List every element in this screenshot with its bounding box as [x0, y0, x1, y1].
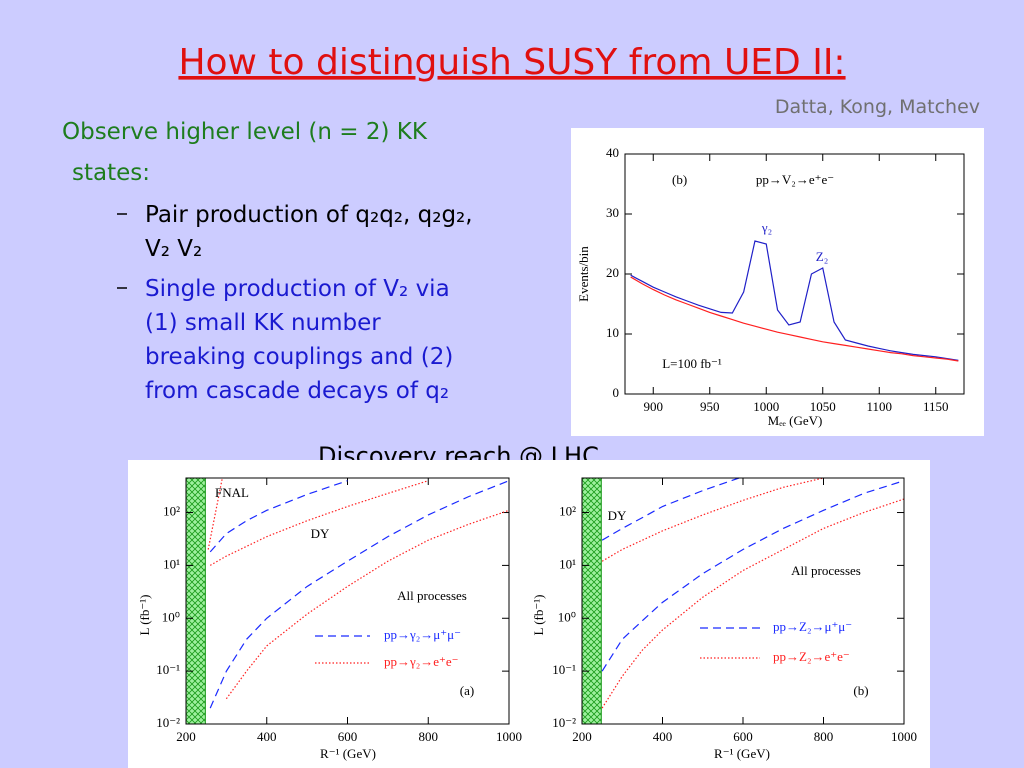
x-tick-label: 200: [572, 729, 592, 744]
annotation: All processes: [397, 588, 467, 603]
x-tick-label: 600: [733, 729, 753, 744]
y-tick-label: 10²: [559, 504, 576, 519]
y-tick-label: 10⁻²: [156, 715, 180, 730]
sub-bullet-text: Single production of V₂ via: [145, 276, 450, 302]
x-tick-label: 1050: [810, 399, 836, 414]
y-tick-label: 0: [613, 385, 620, 400]
sub-bullet-text: V₂ V₂: [145, 236, 202, 262]
y-tick-label: 10⁰: [162, 609, 180, 624]
x-axis-label: R⁻¹ (GeV): [320, 746, 376, 761]
sub-bullet-text: from cascade decays of q₂: [145, 378, 449, 404]
excluded-region: [185, 477, 206, 725]
x-axis-label: R⁻¹ (GeV): [714, 746, 770, 761]
y-tick-label: 10⁻²: [552, 715, 576, 730]
legend-label: pp→Z₂→e⁺e⁻: [773, 649, 850, 664]
y-tick-label: 10⁰: [558, 609, 576, 624]
annotation: pp→V₂→e⁺e⁻: [756, 172, 834, 187]
sub-bullet-text: (1) small KK number: [145, 310, 381, 336]
x-tick-label: 900: [644, 399, 664, 414]
series-line: [630, 276, 959, 362]
series-line: [630, 240, 959, 361]
plots: 900 950 1000 1050 1100 1150 0 10 20 30 40 Mₑₑ (GeV)…: [137, 145, 965, 761]
bullet-text: states:: [72, 160, 150, 186]
y-tick-label: 10¹: [163, 556, 180, 571]
annotation: FNAL: [215, 485, 249, 500]
annotation: (a): [460, 683, 474, 698]
y-tick-label: 10⁻¹: [552, 662, 576, 677]
annotation: Z₂: [816, 249, 828, 264]
credit: Datta, Kong, Matchev: [775, 96, 980, 118]
y-axis-label: Events/bin: [576, 246, 591, 302]
y-tick-label: 20: [606, 265, 619, 280]
series-line: [601, 480, 905, 672]
sub-bullet-text: breaking couplings and (2): [145, 344, 453, 370]
series-line: [209, 480, 348, 553]
x-tick-label: 1000: [891, 729, 917, 744]
x-tick-label: 1150: [923, 399, 949, 414]
x-tick-label: 800: [419, 729, 439, 744]
y-tick-label: 10: [606, 325, 619, 340]
series-line: [207, 477, 223, 550]
annotation: (b): [853, 683, 868, 698]
legend-label: pp→Z₂→μ⁺μ⁻: [773, 619, 852, 634]
y-tick-label: 30: [606, 205, 619, 220]
y-tick-label: 10⁻¹: [156, 662, 180, 677]
plot-frame: [581, 477, 905, 725]
y-tick-label: 10¹: [559, 556, 576, 571]
x-tick-label: 1000: [496, 729, 522, 744]
legend-label: pp→γ₂→e⁺e⁻: [384, 654, 459, 669]
x-tick-label: 400: [653, 729, 673, 744]
x-tick-label: 950: [700, 399, 720, 414]
x-tick-label: 1000: [753, 399, 779, 414]
series-line: [209, 480, 510, 709]
x-axis-label: Mₑₑ (GeV): [768, 413, 823, 428]
y-axis-label: L (fb⁻¹): [531, 595, 546, 636]
x-tick-label: 200: [176, 729, 196, 744]
plot-frame: [624, 153, 965, 395]
series-line: [601, 477, 740, 541]
annotation: (b): [672, 172, 687, 187]
y-axis-label: L (fb⁻¹): [137, 595, 152, 636]
slide-title: How to distinguish SUSY from UED II:: [178, 42, 845, 83]
figure-panel: [128, 460, 930, 768]
annotation: All processes: [791, 563, 861, 578]
excluded-region: [581, 477, 602, 725]
annotation: DY: [311, 526, 330, 541]
annotation: DY: [608, 508, 627, 523]
series-line: [601, 477, 824, 562]
y-tick-label: 40: [606, 145, 619, 160]
x-tick-label: 400: [257, 729, 277, 744]
series-line: [601, 498, 905, 709]
x-tick-label: 600: [338, 729, 358, 744]
x-tick-label: 1100: [866, 399, 892, 414]
y-tick-label: 10²: [163, 504, 180, 519]
bullet-text: Observe higher level (n = 2) KK: [62, 119, 428, 145]
annotation: L=100 fb⁻¹: [662, 356, 722, 371]
sub-bullet-text: Pair production of q₂q₂, q₂g₂,: [145, 202, 473, 228]
series-line: [209, 480, 429, 566]
bullets: Observe higher level (n = 2) KK states: Pa…: [62, 119, 473, 404]
plot-frame: [185, 477, 510, 725]
annotation: γ₂: [761, 220, 772, 235]
x-tick-label: 800: [814, 729, 834, 744]
legend-label: pp→γ₂→μ⁺μ⁻: [384, 627, 461, 642]
